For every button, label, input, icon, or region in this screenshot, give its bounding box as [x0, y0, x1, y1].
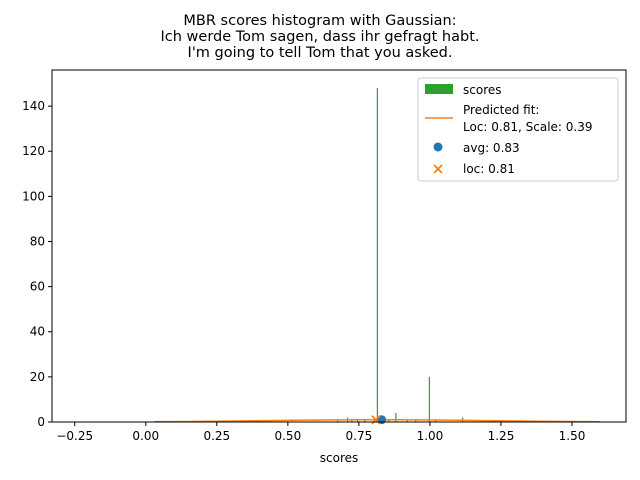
y-tick-label: 80 — [30, 234, 45, 248]
x-tick-label: 0.00 — [132, 429, 159, 443]
x-tick-label: 0.75 — [346, 429, 373, 443]
plot-frame — [51, 69, 627, 423]
y-tick-label: 60 — [30, 280, 45, 294]
histogram-bar — [395, 412, 397, 422]
chart-title-line-2: Ich werde Tom sagen, dass ihr gefragt ha… — [160, 29, 480, 45]
legend-scores-swatch — [425, 84, 453, 94]
x-tick-label: 1.00 — [417, 429, 444, 443]
legend: scores Predicted fit: Loc: 0.81, Scale: … — [417, 77, 619, 182]
chart-title-line-1: MBR scores histogram with Gaussian: — [183, 13, 457, 29]
legend-loc-marker — [433, 164, 443, 174]
x-tick-label: 1.25 — [488, 429, 515, 443]
histogram-bar — [388, 419, 390, 422]
histogram-bar — [428, 376, 430, 422]
legend-loc-label: loc: 0.81 — [463, 162, 515, 176]
y-tick-label: 20 — [30, 370, 45, 384]
legend-avg-label: avg: 0.83 — [463, 141, 520, 155]
chart-title-line-3: I'm going to tell Tom that you asked. — [187, 45, 453, 61]
legend-fit-label-line-2: Loc: 0.81, Scale: 0.39 — [463, 120, 592, 134]
histogram-bar — [356, 419, 359, 422]
x-axis-label: scores — [320, 451, 359, 465]
y-tick-label: 40 — [30, 325, 45, 339]
histogram-bar — [364, 419, 366, 422]
y-tick-label: 0 — [37, 415, 45, 429]
histogram-bar — [415, 419, 417, 422]
histogram-bar — [337, 419, 339, 422]
y-tick-label: 120 — [22, 144, 45, 158]
x-tick-label: −0.25 — [56, 429, 93, 443]
x-tick-label: 0.50 — [274, 429, 301, 443]
x-tick-label: 1.50 — [559, 429, 586, 443]
chart-title: MBR scores histogram with Gaussian: Ich … — [0, 13, 640, 61]
y-tick-label: 140 — [22, 99, 45, 113]
histogram-bar — [376, 88, 378, 423]
y-tick-label: 100 — [22, 189, 45, 203]
histogram-bar — [406, 419, 408, 422]
legend-scores-label: scores — [463, 83, 502, 97]
histogram-bar — [435, 419, 437, 422]
y-axis-ticks: 0 20 40 60 80 100 120 140 — [22, 99, 52, 429]
x-tick-label: 0.25 — [203, 429, 230, 443]
legend-fit-label-line-1: Predicted fit: — [463, 103, 539, 117]
legend-box — [417, 77, 619, 182]
histogram-bar — [351, 419, 353, 422]
legend-avg-marker — [433, 142, 443, 152]
x-axis-ticks: −0.25 0.00 0.25 0.50 0.75 1.00 1.25 1.50 — [56, 422, 585, 443]
